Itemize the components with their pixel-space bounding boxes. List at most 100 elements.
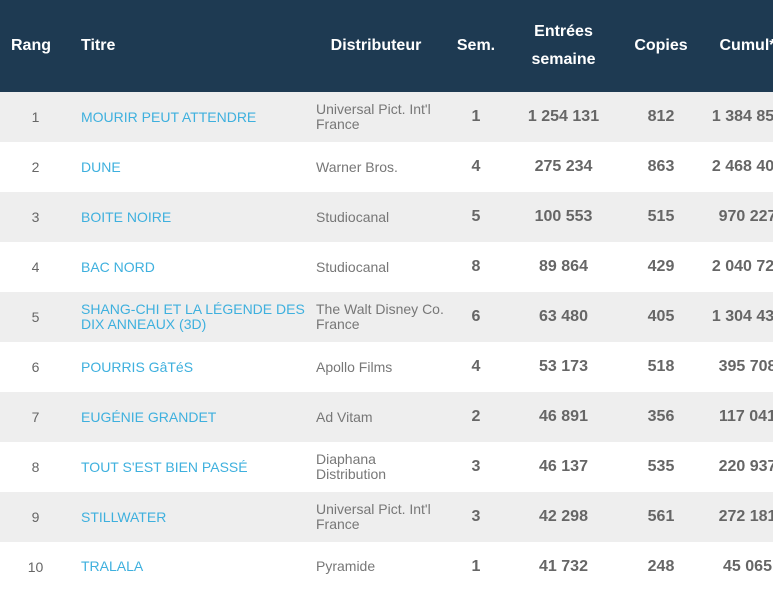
copies-cell: 515 xyxy=(647,208,675,225)
copies-cell: 429 xyxy=(647,258,675,275)
entries-cell: 1 254 131 xyxy=(527,108,600,125)
header-distributor: Distributeur xyxy=(330,37,422,54)
entries-cell: 46 891 xyxy=(539,408,588,425)
entries-cell: 46 137 xyxy=(539,458,588,475)
film-title-link[interactable]: TOUT S'EST BIEN PASSÉ xyxy=(81,458,248,475)
table-row: 5 SHANG-CHI ET LA LÉGENDE DES DIX ANNEAU… xyxy=(0,292,773,342)
weeks-cell: 4 xyxy=(471,158,481,175)
title-cell: STILLWATER xyxy=(71,492,306,542)
header-title: Titre xyxy=(81,37,116,54)
distributor-cell: Universal Pict. Int'l France xyxy=(316,101,431,132)
rank-cell: 1 xyxy=(31,109,40,125)
header-copies: Copies xyxy=(634,37,688,54)
entries-cell: 275 234 xyxy=(534,158,593,175)
rank-cell: 5 xyxy=(31,309,40,325)
film-title-link[interactable]: TRALALA xyxy=(81,558,144,574)
weeks-cell: 3 xyxy=(471,458,481,475)
distributor-cell: The Walt Disney Co. France xyxy=(316,301,444,332)
table-row: 1 MOURIR PEUT ATTENDRE Universal Pict. I… xyxy=(0,92,773,142)
title-cell: BAC NORD xyxy=(71,242,306,292)
rank-cell: 3 xyxy=(31,209,40,225)
weeks-cell: 8 xyxy=(471,258,481,275)
table-row: 8 TOUT S'EST BIEN PASSÉ Diaphana Distrib… xyxy=(0,442,773,492)
entries-cell: 100 553 xyxy=(534,208,593,225)
title-cell: BOITE NOIRE xyxy=(71,192,306,242)
header-row: Rang Titre Distributeur Sem. Entrées sem… xyxy=(0,0,773,92)
weeks-cell: 4 xyxy=(471,358,481,375)
distributor-cell: Apollo Films xyxy=(316,358,393,375)
table-row: 4 BAC NORD Studiocanal 8 89 864 429 2 04… xyxy=(0,242,773,292)
title-cell: MOURIR PEUT ATTENDRE xyxy=(71,92,306,142)
weeks-cell: 2 xyxy=(471,408,481,425)
table-row: 7 EUGÉNIE GRANDET Ad Vitam 2 46 891 356 … xyxy=(0,392,773,442)
weeks-cell: 1 xyxy=(471,557,481,575)
copies-cell: 248 xyxy=(647,557,675,575)
film-title-link[interactable]: DUNE xyxy=(81,158,121,175)
copies-cell: 561 xyxy=(647,508,675,525)
rank-cell: 8 xyxy=(31,459,40,475)
weeks-cell: 3 xyxy=(471,508,481,525)
cumul-cell: 1 304 435 xyxy=(711,308,773,325)
copies-cell: 863 xyxy=(647,158,675,175)
cumul-cell: 970 227 xyxy=(718,208,773,225)
copies-cell: 518 xyxy=(647,358,675,375)
title-cell: EUGÉNIE GRANDET xyxy=(71,392,306,442)
header-rank: Rang xyxy=(11,37,51,54)
copies-cell: 535 xyxy=(647,458,675,475)
copies-cell: 356 xyxy=(647,408,675,425)
film-title-link[interactable]: STILLWATER xyxy=(81,508,167,525)
table-row: 3 BOITE NOIRE Studiocanal 5 100 553 515 … xyxy=(0,192,773,242)
film-title-link[interactable]: BAC NORD xyxy=(81,258,155,275)
cumul-cell: 117 041 xyxy=(719,408,773,425)
rank-cell: 10 xyxy=(27,558,44,575)
rank-cell: 6 xyxy=(31,359,40,375)
copies-cell: 405 xyxy=(647,308,675,325)
weeks-cell: 1 xyxy=(471,108,481,125)
header-entries-line1: Entrées xyxy=(534,23,593,40)
header-entries-line2: semaine xyxy=(531,51,596,68)
distributor-cell: Universal Pict. Int'l France xyxy=(316,501,431,532)
cumul-cell: 272 181 xyxy=(718,508,773,525)
distributor-cell: Ad Vitam xyxy=(316,408,373,425)
film-title-link[interactable]: SHANG-CHI ET LA LÉGENDE DES DIX ANNEAUX … xyxy=(81,301,305,332)
film-title-link[interactable]: BOITE NOIRE xyxy=(81,208,172,225)
entries-cell: 41 732 xyxy=(539,557,588,575)
table-row: 10 TRALALA Pyramide 1 41 732 248 45 065 xyxy=(0,542,773,591)
cumul-cell: 2 040 724 xyxy=(711,258,773,275)
distributor-cell: Studiocanal xyxy=(316,208,390,225)
weeks-cell: 5 xyxy=(471,208,481,225)
title-cell: SHANG-CHI ET LA LÉGENDE DES DIX ANNEAUX … xyxy=(71,292,306,342)
table-row: 2 DUNE Warner Bros. 4 275 234 863 2 468 … xyxy=(0,142,773,192)
title-cell: TRALALA xyxy=(71,542,306,591)
title-cell: DUNE xyxy=(71,142,306,192)
cumul-cell: 395 708 xyxy=(718,358,773,375)
entries-cell: 53 173 xyxy=(539,358,588,375)
distributor-cell: Warner Bros. xyxy=(316,158,398,175)
table-body: 1 MOURIR PEUT ATTENDRE Universal Pict. I… xyxy=(0,92,773,591)
table-row: 9 STILLWATER Universal Pict. Int'l Franc… xyxy=(0,492,773,542)
cumul-cell: 1 384 858 xyxy=(711,108,773,125)
entries-cell: 89 864 xyxy=(539,258,588,275)
table-header: Rang Titre Distributeur Sem. Entrées sem… xyxy=(0,0,773,92)
header-entries: Entrées semaine xyxy=(506,0,621,92)
film-title-link[interactable]: POURRIS GâTéS xyxy=(81,358,194,375)
weeks-cell: 6 xyxy=(471,308,481,325)
cumul-cell: 220 937 xyxy=(718,458,773,475)
title-cell: TOUT S'EST BIEN PASSÉ xyxy=(71,442,306,492)
cumul-cell: 45 065 xyxy=(723,557,772,575)
entries-cell: 63 480 xyxy=(539,308,588,325)
rank-cell: 7 xyxy=(31,409,40,425)
title-cell: POURRIS GâTéS xyxy=(71,342,306,392)
distributor-cell: Studiocanal xyxy=(316,258,390,275)
rank-cell: 4 xyxy=(31,259,40,275)
cumul-cell: 2 468 407 xyxy=(711,158,773,175)
table-row: 6 POURRIS GâTéS Apollo Films 4 53 173 51… xyxy=(0,342,773,392)
rank-cell: 9 xyxy=(31,509,40,525)
film-title-link[interactable]: MOURIR PEUT ATTENDRE xyxy=(81,108,257,125)
copies-cell: 812 xyxy=(647,108,675,125)
header-weeks: Sem. xyxy=(456,37,496,54)
distributor-cell: Diaphana Distribution xyxy=(316,451,387,482)
header-cumul: Cumul* xyxy=(719,37,773,54)
film-title-link[interactable]: EUGÉNIE GRANDET xyxy=(81,408,217,425)
